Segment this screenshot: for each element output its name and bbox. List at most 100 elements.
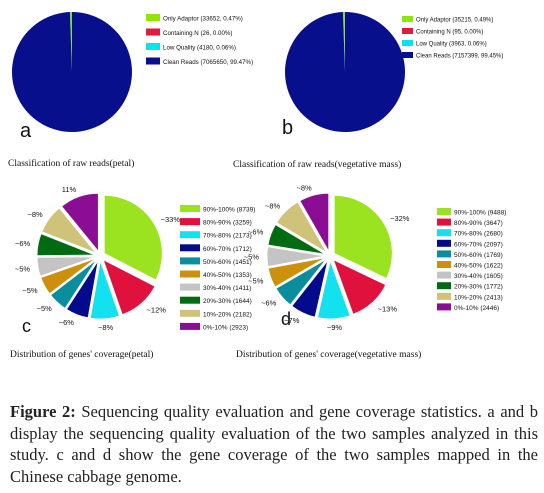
panel-title: Classification of raw reads(vegetative m… xyxy=(233,159,401,170)
legend-label: Containing N (95, 0.00%) xyxy=(416,30,483,36)
legend-label: 80%-90% (3647) xyxy=(454,220,503,227)
legend-swatch xyxy=(437,250,451,258)
legend-swatch xyxy=(180,205,200,212)
pie-slice-30-40 xyxy=(36,256,96,277)
pie-slice-0-10 xyxy=(61,192,99,253)
legend-label: 40%-50% (1353) xyxy=(203,272,252,279)
pie-slice-20-30 xyxy=(36,233,96,256)
slice-percent-label: ~5% xyxy=(248,277,264,286)
panel-d-coverage-vegetative: ~32% ~13% ~9% ~7% ~6% ~5% ~5% ~6% ~8% ~8% 90%-100%… xyxy=(236,183,506,360)
legend-swatch xyxy=(146,57,160,65)
legend-label: 20%-30% (1644) xyxy=(203,298,252,305)
legend-label: Containing N (26, 0.00%) xyxy=(163,30,232,37)
legend-label: Only Adaptor (33652, 0.47%) xyxy=(163,16,243,23)
slice-percent-label: ~8% xyxy=(98,323,114,332)
slice-percent-label: ~12% xyxy=(147,306,167,315)
slice-percent-label: ~5% xyxy=(22,286,38,295)
legend-label: Only Adaptor (35215, 0.49%) xyxy=(416,18,493,24)
pie-slice-50-60 xyxy=(50,259,97,309)
figure-caption: Figure 2: Sequencing quality evaluation … xyxy=(10,401,538,487)
legend-swatch xyxy=(180,257,200,265)
legend-swatch xyxy=(437,229,451,237)
pie-slice-70-80 xyxy=(89,259,120,320)
legend-swatch xyxy=(180,283,200,291)
pie-slice-40-50 xyxy=(267,257,326,288)
pie-slice-10-20 xyxy=(276,201,328,254)
legend-swatch xyxy=(437,303,451,311)
legend-label: 0%-10% (2446) xyxy=(454,305,499,312)
legend-swatch xyxy=(146,28,160,36)
panel-letter: b xyxy=(282,117,293,139)
legend-label: 30%-40% (1411) xyxy=(203,285,251,292)
legend-swatch xyxy=(402,52,413,58)
legend-label: 10%-20% (2413) xyxy=(454,294,503,301)
caption-text: Sequencing quality evaluation and gene c… xyxy=(10,402,538,486)
slice-percent-label: ~6% xyxy=(248,228,264,237)
legend-swatch xyxy=(437,208,451,215)
pie-slice-50-60 xyxy=(275,258,327,306)
legend-label: 70%-80% (2173) xyxy=(203,233,252,240)
legend-swatch xyxy=(402,28,413,34)
legend-swatch xyxy=(437,239,451,247)
legend-swatch xyxy=(180,322,200,330)
legend-swatch xyxy=(180,231,200,239)
legend-label: 50%-60% (1769) xyxy=(454,252,503,259)
pie-slice-80-90 xyxy=(102,258,156,316)
panel-c-coverage-petal: ~33% ~12% ~8% ~6% ~5% ~5% ~5% ~6% ~8% 11% 90%-100%… xyxy=(10,185,255,360)
panel-letter: c xyxy=(22,316,31,336)
pie-slice-80-90 xyxy=(332,258,387,315)
slice-percent-label: ~5% xyxy=(15,264,31,273)
panel-letter: d xyxy=(281,309,291,329)
slice-percent-label: ~6% xyxy=(15,239,31,248)
pie-slice-clean xyxy=(12,11,133,132)
legend-label: 40%-50% (1622) xyxy=(454,263,503,270)
slice-percent-label: ~33% xyxy=(161,215,181,224)
legend-label: 0%-10% (2923) xyxy=(203,324,248,331)
panel-letter: a xyxy=(20,120,32,142)
panel-title: Distribution of genes' coverage(vegetati… xyxy=(236,349,421,360)
slice-percent-label: ~5% xyxy=(244,253,260,262)
pie-slice-20-30 xyxy=(267,224,326,255)
legend-label: Low Quality (3963, 0.06%) xyxy=(416,42,487,48)
pie-slice-60-70 xyxy=(291,260,329,318)
legend-label: 10%-20% (2182) xyxy=(203,311,252,318)
legend-swatch xyxy=(180,296,200,304)
legend-label: Low Quality (4180, 0.06%) xyxy=(163,45,236,52)
slice-percent-label: ~5% xyxy=(37,304,53,313)
legend-swatch xyxy=(180,244,200,252)
legend-label: 90%-100% (8739) xyxy=(203,207,255,214)
slice-percent-label: ~32% xyxy=(390,214,410,223)
legend-swatch xyxy=(180,270,200,278)
legend-label: Clean Reads (7065650, 99.47%) xyxy=(163,59,253,66)
slice-percent-label: ~8% xyxy=(297,183,313,192)
slice-percent-label: ~13% xyxy=(378,305,398,314)
slice-percent-label: ~9% xyxy=(327,323,343,332)
pie-slice-40-50 xyxy=(40,258,96,295)
legend-label: 50%-60% (1451) xyxy=(203,259,252,266)
pie-slice-70-80 xyxy=(317,259,351,320)
legend-swatch xyxy=(180,218,200,226)
legend-swatch xyxy=(146,43,160,50)
legend-label: 20%-30% (1772) xyxy=(454,284,503,291)
legend-label: 80%-90% (3259) xyxy=(203,220,252,227)
legend-label: 30%-40% (1605) xyxy=(454,273,503,280)
legend-swatch xyxy=(437,261,451,268)
legend-swatch xyxy=(402,16,413,22)
slice-percent-label: ~7% xyxy=(284,316,300,325)
pie-slice-90-100 xyxy=(103,194,163,281)
legend-label: 90%-100% (9488) xyxy=(454,210,506,217)
legend-label: Clean Reads (7157399, 99.45%) xyxy=(416,54,503,60)
legend-label: 60%-70% (1712) xyxy=(203,246,252,253)
legend-swatch xyxy=(437,271,451,279)
slice-percent-label: 11% xyxy=(62,185,77,194)
pie-slice-only xyxy=(69,12,72,72)
slice-percent-label: ~8% xyxy=(27,210,43,219)
legend-swatch xyxy=(437,218,451,226)
pie-slice-90-100 xyxy=(333,194,393,279)
slice-percent-label: ~6% xyxy=(59,318,75,327)
pie-slice-30-40 xyxy=(266,246,326,267)
panel-a-raw-reads-petal: Only Adaptor (33652, 0.47%) Containing N … xyxy=(8,11,253,169)
legend-label: 60%-70% (2097) xyxy=(454,241,503,248)
legend-swatch xyxy=(146,14,160,21)
panel-b-raw-reads-vegetative: Only Adaptor (35215, 0.49%) Containing N … xyxy=(233,12,503,170)
